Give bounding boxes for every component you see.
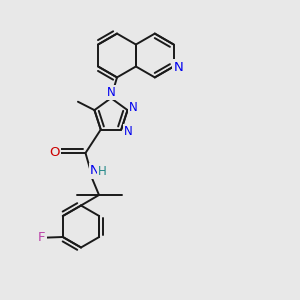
Text: N: N: [173, 61, 183, 74]
Text: N: N: [106, 86, 116, 99]
Text: N: N: [90, 164, 99, 178]
Text: O: O: [49, 146, 59, 160]
Text: H: H: [98, 165, 106, 178]
Text: N: N: [129, 100, 138, 114]
Text: F: F: [38, 231, 46, 244]
Text: N: N: [124, 124, 132, 138]
